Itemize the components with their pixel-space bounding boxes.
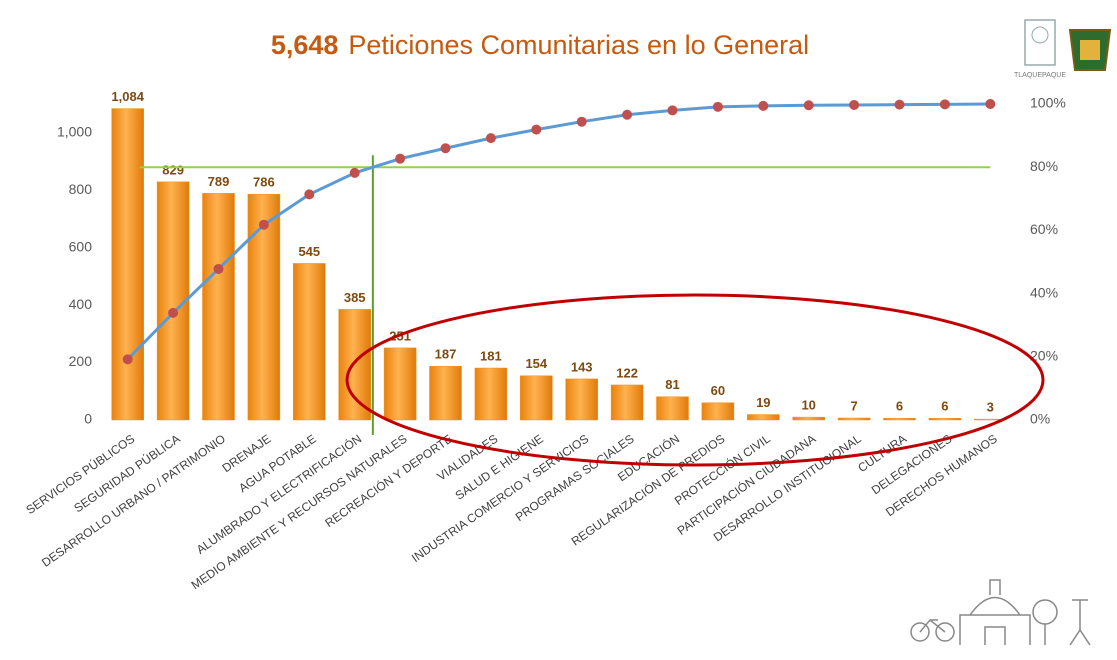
cumulative-marker bbox=[440, 143, 451, 154]
data-label: 10 bbox=[801, 398, 815, 413]
y-tick-label: 600 bbox=[69, 238, 93, 254]
logo-text: TLAQUEPAQUE bbox=[1014, 72, 1066, 79]
x-tick-label: ALUMBRADO Y ELECTRIFICACIÓN bbox=[193, 431, 364, 557]
cumulative-marker bbox=[258, 219, 269, 230]
y-tick-label: 400 bbox=[69, 296, 93, 312]
chart-title: 5,648 Peticiones Comunitarias en lo Gener… bbox=[271, 30, 809, 60]
bar bbox=[293, 263, 326, 421]
data-label: 143 bbox=[571, 359, 593, 374]
bar bbox=[792, 416, 825, 421]
data-label: 1,084 bbox=[111, 89, 144, 104]
data-label: 545 bbox=[298, 244, 320, 259]
cumulative-marker bbox=[395, 153, 406, 164]
y2-tick-label: 20% bbox=[1030, 348, 1058, 364]
bar bbox=[610, 384, 644, 421]
y-tick-label: 0 bbox=[84, 411, 92, 427]
data-label: 60 bbox=[711, 383, 725, 398]
cumulative-marker bbox=[667, 105, 678, 116]
bar bbox=[202, 193, 235, 421]
cumulative-marker bbox=[122, 354, 133, 365]
data-label: 19 bbox=[756, 395, 770, 410]
y-tick-label: 800 bbox=[69, 181, 93, 197]
highlight-ellipse bbox=[345, 293, 1045, 467]
data-label: 7 bbox=[850, 398, 857, 413]
data-label: 829 bbox=[162, 162, 184, 177]
data-label: 6 bbox=[896, 399, 903, 414]
cumulative-marker bbox=[485, 133, 496, 144]
bar bbox=[474, 367, 508, 421]
y2-tick-label: 40% bbox=[1030, 284, 1058, 300]
cumulative-marker bbox=[622, 109, 633, 120]
data-label: 786 bbox=[253, 175, 275, 190]
bar bbox=[247, 193, 281, 421]
y2-tick-label: 80% bbox=[1030, 158, 1058, 174]
cumulative-marker bbox=[894, 99, 905, 110]
data-label: 385 bbox=[344, 290, 366, 305]
cumulative-marker bbox=[576, 116, 587, 127]
data-label: 122 bbox=[616, 365, 638, 380]
bar bbox=[383, 347, 417, 421]
bar bbox=[429, 366, 462, 421]
cumulative-marker bbox=[304, 189, 315, 200]
cumulative-marker bbox=[712, 101, 723, 112]
data-label: 181 bbox=[480, 348, 502, 363]
cumulative-marker bbox=[985, 99, 996, 109]
cumulative-line bbox=[126, 102, 991, 361]
title-text: Peticiones Comunitarias en lo General bbox=[348, 30, 809, 60]
y2-tick-label: 0% bbox=[1030, 411, 1050, 427]
title-number: 5,648 bbox=[271, 30, 339, 60]
data-label: 6 bbox=[941, 399, 948, 414]
bar bbox=[883, 418, 916, 421]
y2-tick-label: 60% bbox=[1030, 221, 1058, 237]
data-label: 81 bbox=[665, 377, 679, 392]
bar bbox=[520, 375, 553, 421]
cumulative-marker bbox=[939, 99, 950, 110]
bar bbox=[837, 417, 871, 421]
cumulative-marker bbox=[213, 263, 224, 274]
bar bbox=[747, 414, 780, 421]
data-label: 187 bbox=[435, 347, 457, 362]
y-tick-label: 200 bbox=[69, 353, 93, 369]
data-label: 154 bbox=[525, 356, 547, 371]
cumulative-marker bbox=[168, 307, 179, 318]
y2-tick-label: 100% bbox=[1030, 95, 1066, 111]
bar bbox=[111, 108, 144, 421]
bar bbox=[701, 402, 735, 421]
logo: TLAQUEPAQUE bbox=[1014, 19, 1112, 79]
bottom-icon bbox=[910, 579, 1091, 646]
y-tick-label: 1,000 bbox=[57, 123, 92, 139]
cumulative-marker bbox=[849, 99, 860, 110]
bar bbox=[338, 309, 371, 421]
bar bbox=[928, 418, 962, 421]
bar bbox=[565, 378, 598, 421]
cumulative-marker bbox=[349, 167, 360, 178]
cumulative-marker bbox=[531, 124, 542, 135]
data-label: 3 bbox=[987, 400, 994, 415]
bar bbox=[656, 396, 689, 421]
cumulative-marker bbox=[758, 100, 769, 111]
cumulative-marker bbox=[803, 100, 814, 111]
data-label: 789 bbox=[208, 174, 230, 189]
